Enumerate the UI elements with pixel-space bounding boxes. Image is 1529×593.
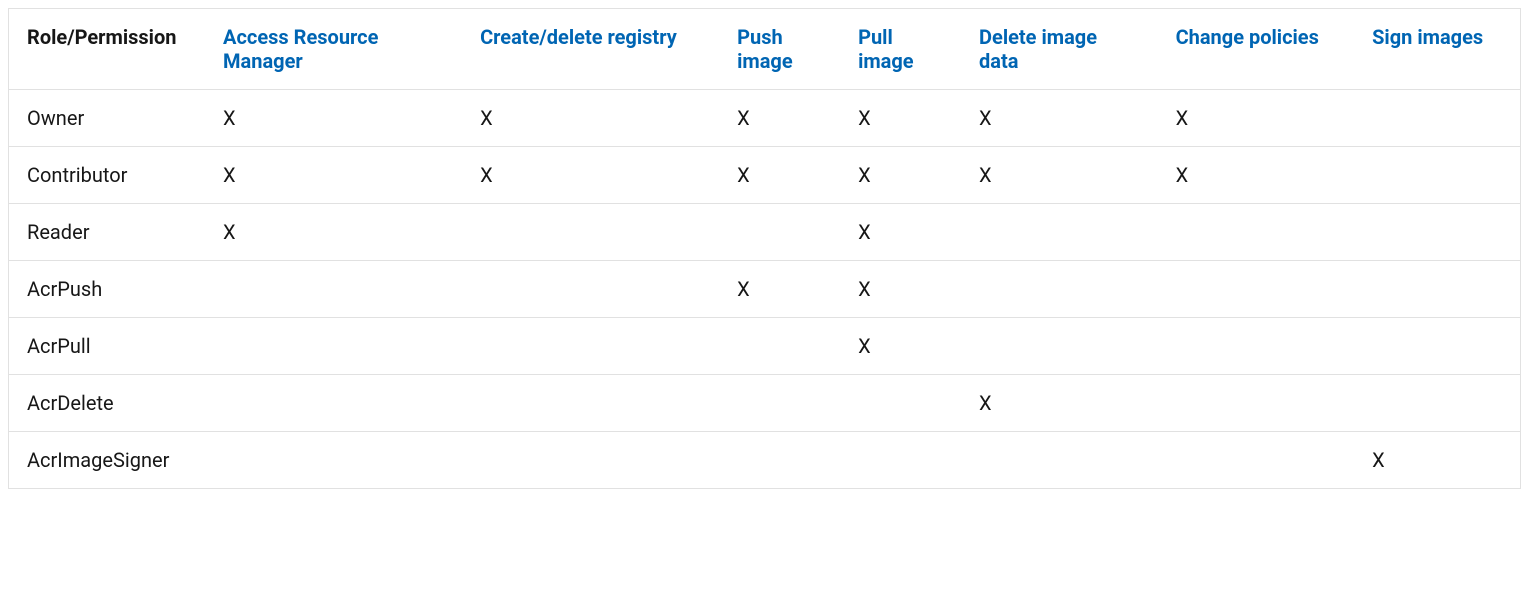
link-access-resource-manager[interactable]: Access Resource Manager	[223, 25, 378, 73]
table-row: OwnerXXXXXX	[9, 90, 1521, 147]
permission-cell: X	[462, 90, 719, 147]
permission-cell	[840, 375, 961, 432]
link-change-policies[interactable]: Change policies	[1176, 25, 1319, 49]
permission-cell	[840, 432, 961, 489]
permission-cell	[961, 261, 1158, 318]
permission-cell: X	[719, 147, 840, 204]
permission-cell: X	[1158, 90, 1355, 147]
permission-cell: X	[961, 90, 1158, 147]
permission-cell: X	[1354, 432, 1520, 489]
permission-cell	[205, 318, 462, 375]
permission-cell: X	[840, 318, 961, 375]
permission-cell	[1354, 204, 1520, 261]
role-cell: Reader	[9, 204, 206, 261]
column-header-create-delete-registry: Create/delete registry	[462, 9, 719, 90]
column-header-change-policies: Change policies	[1158, 9, 1355, 90]
permission-cell	[462, 318, 719, 375]
permission-cell	[1354, 90, 1520, 147]
permission-cell	[205, 432, 462, 489]
permission-cell	[1158, 261, 1355, 318]
permission-cell: X	[719, 90, 840, 147]
column-header-delete-image-data: Delete image data	[961, 9, 1158, 90]
permission-cell	[205, 261, 462, 318]
permission-cell	[1354, 261, 1520, 318]
table-row: ReaderXX	[9, 204, 1521, 261]
role-cell: Owner	[9, 90, 206, 147]
table-row: AcrImageSigner X	[9, 432, 1521, 489]
link-pull-image[interactable]: Pull image	[858, 25, 914, 73]
permission-cell	[1158, 204, 1355, 261]
column-header-access-resource-manager: Access Resource Manager	[205, 9, 462, 90]
permission-cell	[462, 261, 719, 318]
table-row: AcrPush XX	[9, 261, 1521, 318]
role-cell: AcrDelete	[9, 375, 206, 432]
link-sign-images[interactable]: Sign images	[1372, 25, 1483, 49]
table-header-row: Role/Permission Access Resource Manager …	[9, 9, 1521, 90]
permission-cell: X	[840, 204, 961, 261]
permission-cell: X	[205, 147, 462, 204]
role-cell: AcrImageSigner	[9, 432, 206, 489]
permission-cell: X	[961, 147, 1158, 204]
permission-cell: X	[840, 147, 961, 204]
permission-cell: X	[205, 204, 462, 261]
permission-cell: X	[719, 261, 840, 318]
permission-cell: X	[205, 90, 462, 147]
permission-cell: X	[961, 375, 1158, 432]
permission-cell: X	[840, 261, 961, 318]
role-cell: AcrPull	[9, 318, 206, 375]
role-cell: AcrPush	[9, 261, 206, 318]
permission-cell	[1354, 318, 1520, 375]
permission-cell	[1158, 318, 1355, 375]
column-header-role: Role/Permission	[9, 9, 206, 90]
permission-cell	[961, 204, 1158, 261]
permission-cell	[719, 204, 840, 261]
roles-permissions-table: Role/Permission Access Resource Manager …	[8, 8, 1521, 489]
permission-cell: X	[462, 147, 719, 204]
permission-cell	[1158, 375, 1355, 432]
table-row: AcrPull X	[9, 318, 1521, 375]
permission-cell	[462, 375, 719, 432]
permission-cell	[462, 204, 719, 261]
permission-cell	[961, 432, 1158, 489]
table-body: OwnerXXXXXXContributorXXXXXXReaderXXAcrP…	[9, 90, 1521, 489]
permission-cell: X	[840, 90, 961, 147]
permission-cell	[719, 432, 840, 489]
permission-cell	[719, 318, 840, 375]
permission-cell	[462, 432, 719, 489]
table-row: AcrDelete X	[9, 375, 1521, 432]
permission-cell	[961, 318, 1158, 375]
column-header-sign-images: Sign images	[1354, 9, 1520, 90]
permission-cell: X	[1158, 147, 1355, 204]
permission-cell	[1354, 147, 1520, 204]
permission-cell	[1354, 375, 1520, 432]
link-delete-image-data[interactable]: Delete image data	[979, 25, 1097, 73]
table-row: ContributorXXXXXX	[9, 147, 1521, 204]
permission-cell	[1158, 432, 1355, 489]
role-cell: Contributor	[9, 147, 206, 204]
link-push-image[interactable]: Push image	[737, 25, 793, 73]
column-header-push-image: Push image	[719, 9, 840, 90]
permission-cell	[205, 375, 462, 432]
link-create-delete-registry[interactable]: Create/delete registry	[480, 25, 677, 49]
column-header-pull-image: Pull image	[840, 9, 961, 90]
permission-cell	[719, 375, 840, 432]
